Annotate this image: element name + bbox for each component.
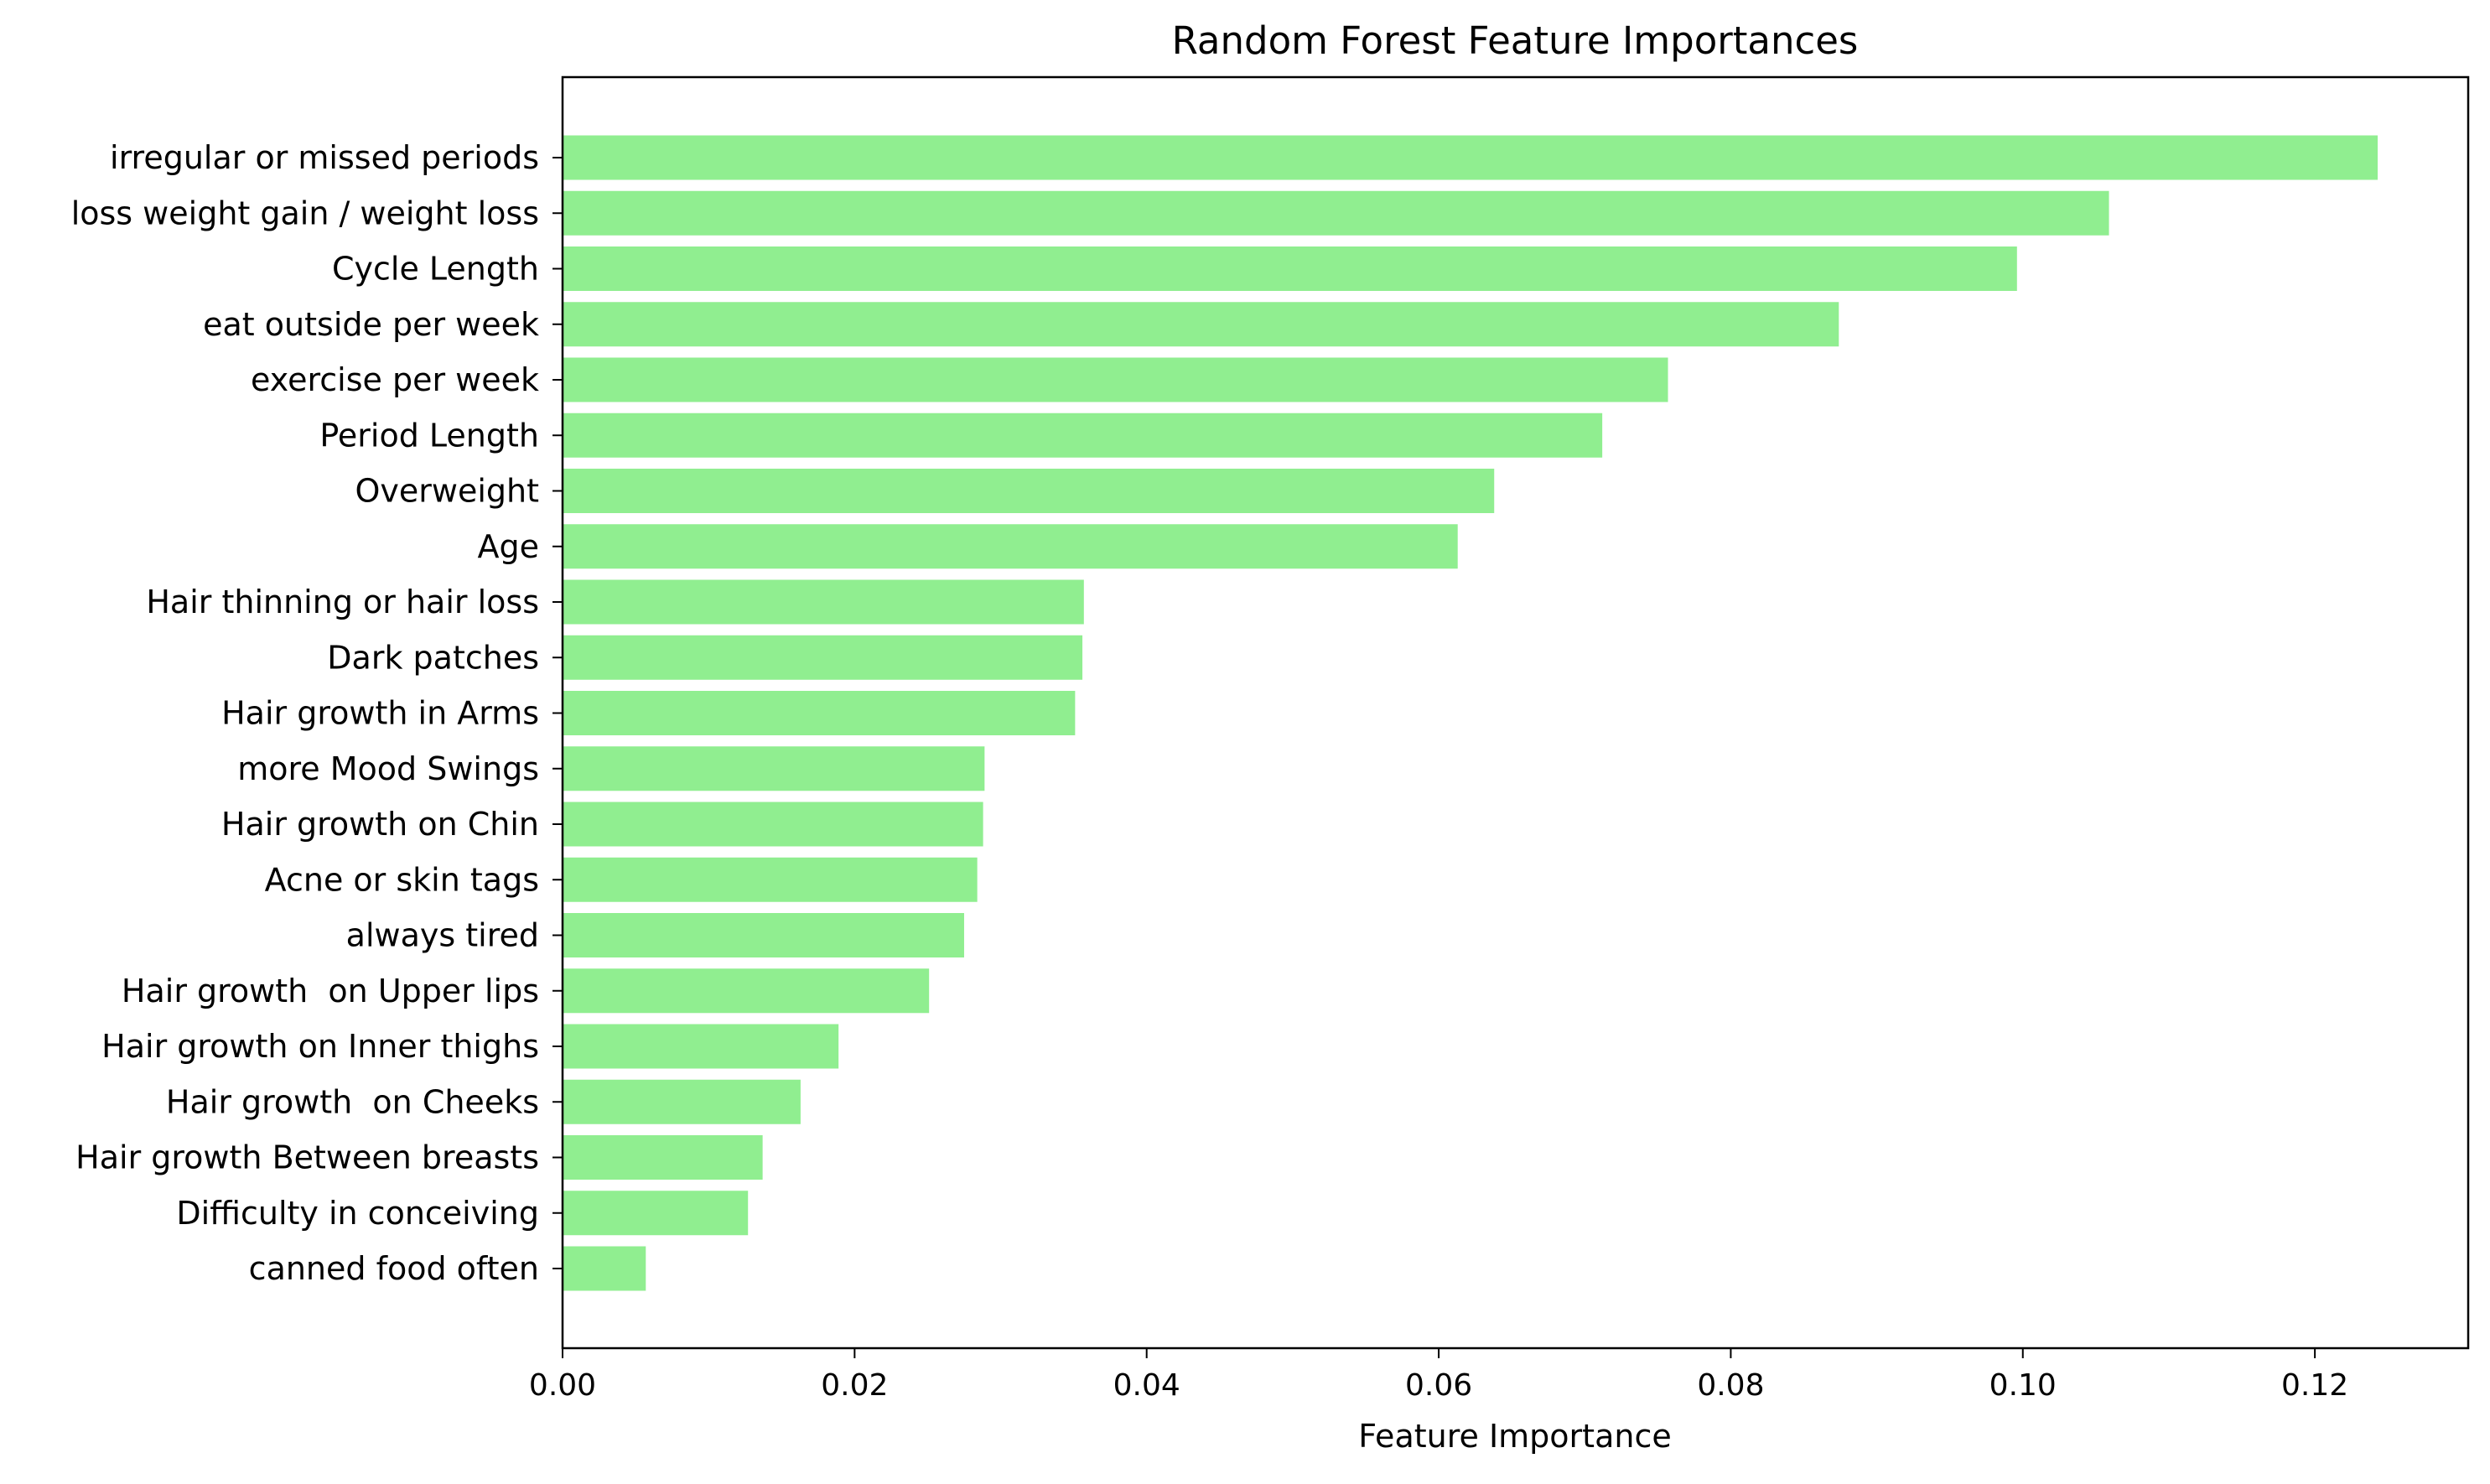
x-tick-label: 0.00 [529, 1368, 596, 1403]
x-tick-label: 0.04 [1113, 1368, 1180, 1403]
category-label: Hair growth on Chin [221, 806, 539, 843]
chart-title: Random Forest Feature Importances [1172, 18, 1859, 63]
x-tick-label: 0.12 [2281, 1368, 2348, 1403]
bar-20 [563, 1246, 646, 1291]
category-label: Hair growth in Arms [221, 695, 539, 732]
x-tick-label: 0.02 [821, 1368, 888, 1403]
bar-14 [563, 913, 964, 957]
x-tick-label: 0.06 [1405, 1368, 1472, 1403]
bar-0 [563, 135, 2378, 180]
category-label: Difficulty in conceiving [176, 1195, 539, 1232]
bar-4 [563, 357, 1668, 402]
x-tick-label: 0.10 [1989, 1368, 2057, 1403]
category-label: Period Length [319, 417, 539, 454]
bar-8 [563, 579, 1084, 625]
x-tick-label: 0.08 [1697, 1368, 1764, 1403]
bar-5 [563, 413, 1603, 458]
x-axis-title: Feature Importance [1358, 1418, 1671, 1455]
bar-11 [563, 746, 985, 791]
bar-7 [563, 524, 1458, 569]
category-label: always tired [346, 917, 539, 954]
category-label: Dark patches [327, 639, 539, 676]
bar-19 [563, 1191, 749, 1236]
category-label: Overweight [355, 473, 539, 510]
category-label: Hair thinning or hair loss [146, 584, 539, 620]
category-label: more Mood Swings [237, 750, 539, 787]
category-label: Cycle Length [332, 251, 539, 288]
bar-1 [563, 190, 2109, 236]
category-label: Acne or skin tags [265, 861, 539, 898]
bar-16 [563, 1024, 839, 1069]
bar-3 [563, 302, 1839, 347]
bar-6 [563, 469, 1495, 513]
bars-group [563, 135, 2378, 1291]
category-label: irregular or missed periods [110, 139, 539, 176]
category-labels: irregular or missed periods loss weight g… [71, 139, 563, 1287]
bar-9 [563, 635, 1083, 680]
bar-13 [563, 857, 978, 902]
category-label: Hair growth Between breasts [75, 1139, 539, 1176]
category-label: Hair growth on Cheeks [166, 1083, 539, 1120]
bar-17 [563, 1079, 801, 1124]
category-label: Age [478, 528, 540, 565]
category-label: Hair growth on Upper lips [122, 973, 539, 1009]
plot-frame [561, 75, 2470, 1350]
bar-18 [563, 1135, 763, 1180]
category-label: exercise per week [251, 361, 539, 398]
category-label: Hair growth on Inner thighs [101, 1028, 539, 1065]
category-label: loss weight gain / weight loss [71, 195, 539, 231]
x-axis-ticks: 0.00 0.02 0.04 0.06 0.08 0.10 0.12 [529, 1348, 2348, 1403]
category-label: canned food often [249, 1250, 539, 1287]
category-label: eat outside per week [203, 306, 539, 343]
bar-2 [563, 246, 2017, 291]
bar-15 [563, 968, 930, 1014]
bar-12 [563, 802, 983, 847]
bar-10 [563, 691, 1076, 735]
